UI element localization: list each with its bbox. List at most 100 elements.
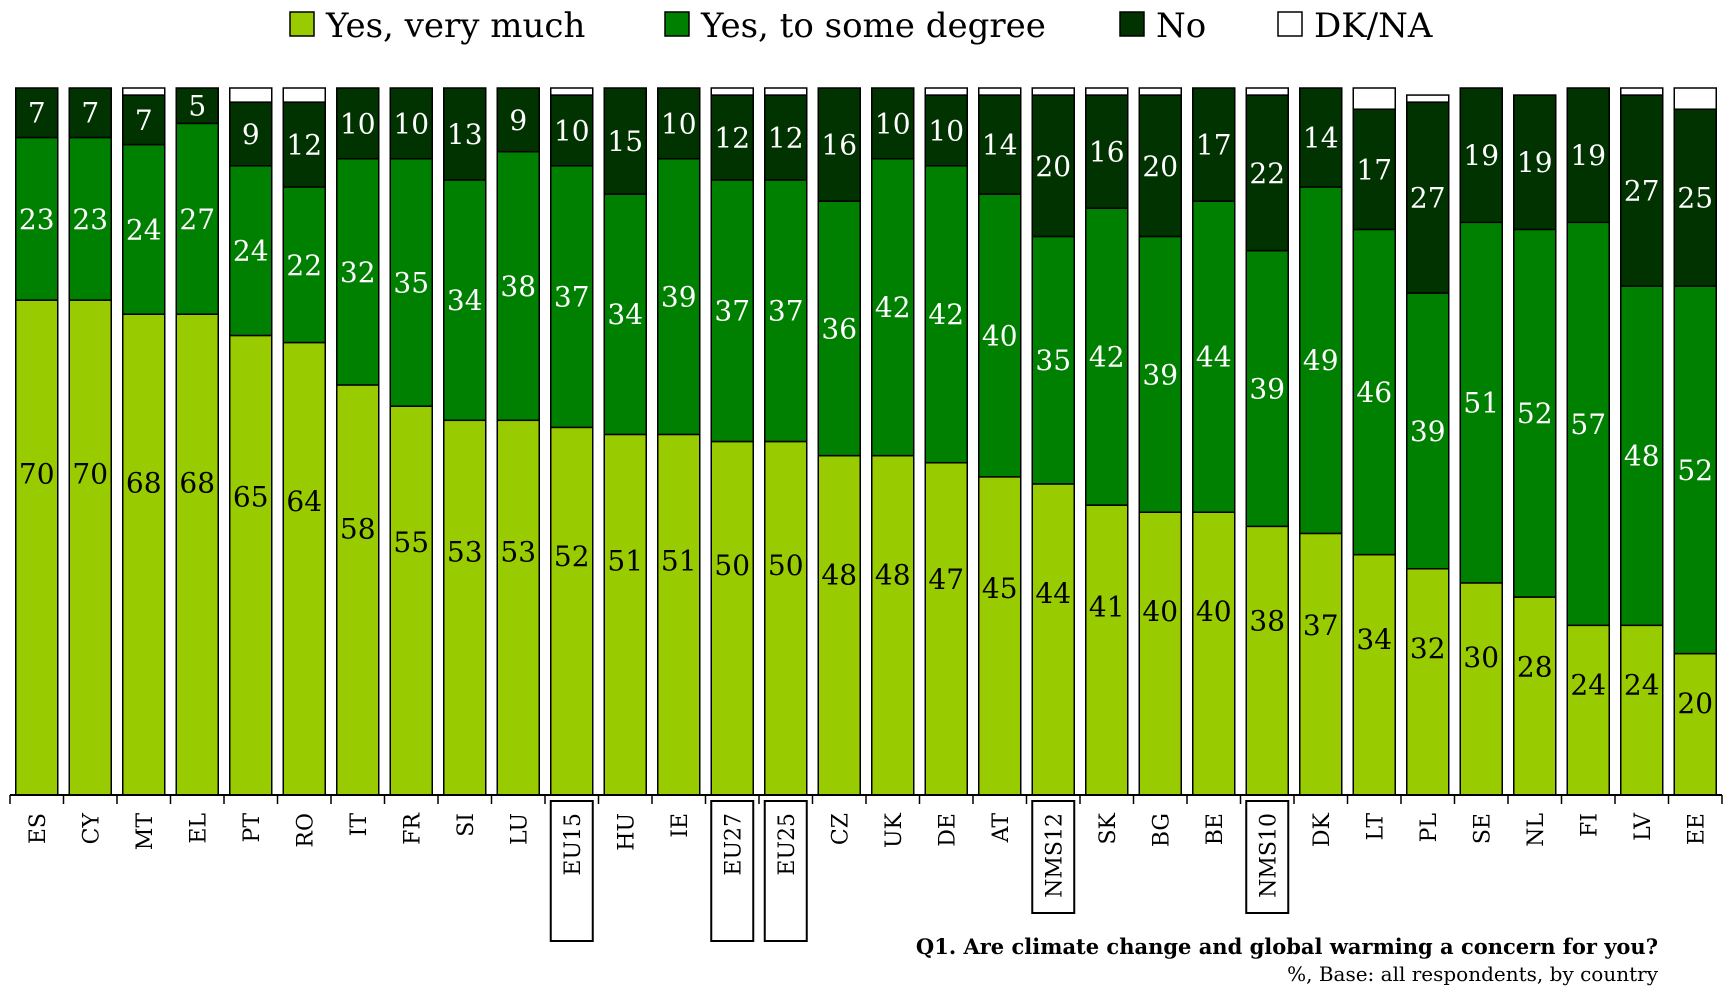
value-label-RO-0: 64 (286, 485, 322, 518)
value-label-NMS12-1: 35 (1035, 344, 1071, 377)
bar-segment-CZ-2 (817, 87, 861, 202)
category-box-NMS10 (1245, 800, 1290, 914)
value-label-BE-1: 44 (1196, 341, 1232, 374)
category-label-FR: FR (400, 812, 425, 845)
bar-segment-DE-2 (924, 94, 968, 167)
category-label-PL: PL (1417, 813, 1442, 843)
bar-segment-RO-1 (282, 186, 326, 344)
bar-segment-LV-0 (1620, 624, 1664, 796)
category-label-CY: CY (79, 813, 104, 845)
value-label-BG-0: 40 (1142, 595, 1178, 628)
bar-segment-BG-3 (1138, 87, 1182, 96)
bar-segment-SI-1 (443, 179, 487, 422)
value-label-LV-0: 24 (1624, 669, 1660, 702)
value-label-DK-0: 37 (1303, 609, 1339, 642)
category-label-DE: DE (935, 813, 960, 847)
value-label-CY-1: 23 (72, 203, 108, 236)
category-label-BG: BG (1149, 813, 1174, 847)
value-label-NL-2: 19 (1517, 146, 1553, 179)
value-label-EE-0: 20 (1677, 687, 1713, 720)
bar-segment-DK-0 (1299, 532, 1343, 796)
category-label-BE: BE (1203, 813, 1228, 845)
bar-segment-LU-1 (496, 150, 540, 422)
bar-segment-IT-2 (336, 87, 380, 160)
bar-segment-EE-1 (1673, 285, 1717, 655)
bar-segment-NMS12-3 (1031, 87, 1075, 96)
value-label-HU-0: 51 (607, 545, 643, 578)
bar-segment-CY-0 (68, 299, 112, 796)
bar-segment-SE-1 (1459, 221, 1503, 584)
category-box-NMS12 (1031, 800, 1076, 914)
bar-segment-EU27-0 (710, 440, 754, 796)
bar-segment-LT-3 (1352, 87, 1396, 110)
value-label-CY-2: 7 (81, 97, 99, 130)
category-label-DK: DK (1310, 812, 1335, 847)
value-label-BE-2: 17 (1196, 129, 1232, 162)
bar-segment-EL-1 (175, 122, 219, 315)
category-label-CZ: CZ (828, 813, 853, 845)
bar-segment-FR-2 (389, 87, 433, 160)
bar-segment-FI-1 (1566, 221, 1610, 627)
bar-segment-LT-0 (1352, 553, 1396, 796)
legend-label-2: No (1156, 6, 1206, 46)
bar-segment-NL-0 (1513, 596, 1557, 796)
value-label-EU15-1: 37 (554, 281, 590, 314)
bar-segment-MT-3 (122, 87, 166, 96)
bar-segment-EU25-0 (764, 440, 808, 796)
category-label-MT: MT (133, 813, 158, 851)
bar-segment-EE-3 (1673, 87, 1717, 110)
bar-segment-DE-3 (924, 87, 968, 96)
value-label-SE-2: 19 (1463, 139, 1499, 172)
bar-segment-RO-3 (282, 87, 326, 103)
value-label-UK-1: 42 (875, 291, 911, 324)
category-label-EU15: EU15 (561, 813, 586, 876)
value-label-LU-1: 38 (500, 270, 536, 303)
category-label-NMS10: NMS10 (1256, 813, 1281, 898)
value-label-ES-0: 70 (19, 457, 55, 490)
category-label-FI: FI (1577, 813, 1602, 837)
bar-segment-SE-0 (1459, 582, 1503, 796)
bar-segment-FI-0 (1566, 624, 1610, 796)
category-label-EU27: EU27 (721, 813, 746, 876)
bar-segment-AT-3 (978, 87, 1022, 96)
chart-subtitle: %, Base: all respondents, by country (1287, 962, 1659, 986)
value-label-ES-1: 23 (19, 203, 55, 236)
value-label-CZ-2: 16 (821, 129, 857, 162)
category-label-EL: EL (186, 813, 211, 844)
bar-segment-HU-2 (603, 87, 647, 195)
value-label-DE-1: 42 (928, 298, 964, 331)
value-label-DE-2: 10 (928, 114, 964, 147)
value-label-SE-1: 51 (1463, 387, 1499, 420)
category-label-EE: EE (1684, 813, 1709, 845)
value-label-CZ-0: 48 (821, 558, 857, 591)
bar-segment-EU27-1 (710, 179, 754, 443)
bar-segment-NMS10-3 (1245, 87, 1289, 96)
value-label-HU-1: 34 (607, 298, 643, 331)
value-label-EU15-0: 52 (554, 540, 590, 573)
bar-segment-CZ-0 (817, 454, 861, 796)
bar-segment-PL-3 (1406, 94, 1450, 103)
legend-swatch-0 (289, 11, 315, 37)
bar-segment-PT-1 (229, 165, 273, 337)
value-label-EU27-1: 37 (714, 295, 750, 328)
bar-segment-EU15-0 (550, 426, 594, 796)
value-label-LU-0: 53 (500, 535, 536, 568)
category-label-SE: SE (1470, 813, 1495, 844)
category-box-EU15 (549, 800, 594, 942)
bar-segment-IT-0 (336, 384, 380, 796)
value-label-FR-2: 10 (393, 107, 429, 140)
category-label-EU25: EU25 (775, 813, 800, 876)
bar-segment-LV-1 (1620, 285, 1664, 627)
category-label-LU: LU (507, 813, 532, 845)
value-label-PT-0: 65 (233, 480, 269, 513)
category-label-RO: RO (293, 813, 318, 848)
value-label-LT-0: 34 (1356, 623, 1392, 656)
value-label-LV-2: 27 (1624, 175, 1660, 208)
value-label-EU27-0: 50 (714, 549, 750, 582)
value-label-IE-0: 51 (661, 545, 697, 578)
bar-segment-SI-0 (443, 419, 487, 796)
category-box-EU25 (763, 800, 808, 942)
bar-segment-EU27-2 (710, 94, 754, 181)
value-label-EE-1: 52 (1677, 454, 1713, 487)
value-label-FR-0: 55 (393, 526, 429, 559)
